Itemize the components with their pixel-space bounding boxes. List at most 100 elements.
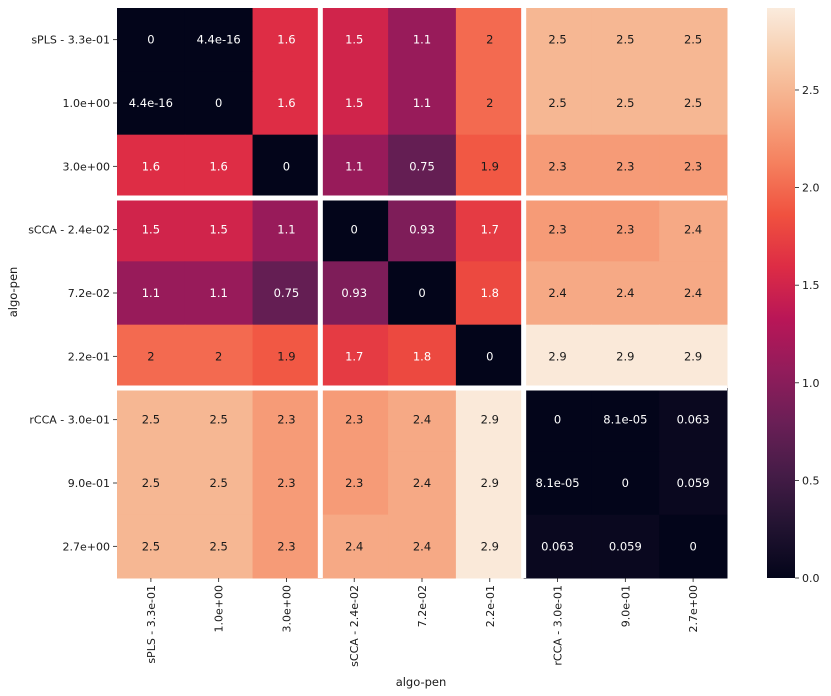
heatmap-cell-3-5 <box>455 198 525 262</box>
colorbar-tick-label: 0.0 <box>802 572 820 585</box>
cell-value-label: 1.8 <box>481 286 499 300</box>
colorbar-tick-label: 0.5 <box>802 474 820 487</box>
heatmap-cell-8-7 <box>591 514 660 579</box>
heatmap-cell-8-4 <box>388 514 457 579</box>
heatmap-cell-1-1 <box>184 71 254 136</box>
heatmap-cell-2-8 <box>659 134 728 199</box>
heatmap-cell-3-7 <box>591 198 660 262</box>
cell-value-label: 1.5 <box>345 33 363 47</box>
heatmap-cell-5-8 <box>659 324 728 389</box>
colorbar <box>767 8 795 578</box>
heatmap-cell-3-2 <box>252 198 321 262</box>
heatmap-cell-2-7 <box>591 134 660 199</box>
heatmap-cell-6-4 <box>388 388 457 452</box>
cell-value-label: 1.9 <box>481 159 499 173</box>
cell-value-label: 0 <box>147 33 154 47</box>
heatmap-cell-4-5 <box>455 261 525 326</box>
heatmap-cell-3-1 <box>184 198 254 262</box>
heatmap-cell-3-3 <box>320 198 389 262</box>
cell-value-label: 2.4 <box>413 413 431 427</box>
cell-value-label: 0 <box>418 286 425 300</box>
y-tick-label: 7.2e-02 <box>68 287 110 300</box>
cell-value-label: 2.9 <box>548 349 566 363</box>
heatmap-cell-7-1 <box>184 451 254 516</box>
heatmap-cell-2-2 <box>252 134 321 199</box>
cell-value-label: 2.4 <box>616 286 634 300</box>
cell-value-label: 2.9 <box>684 349 702 363</box>
cell-value-label: 2.3 <box>548 223 566 237</box>
heatmap-cell-7-4 <box>388 451 457 516</box>
cell-value-label: 1.6 <box>142 159 160 173</box>
cell-value-label: 2.9 <box>616 349 634 363</box>
heatmap-cell-3-6 <box>523 198 592 262</box>
heatmap-cell-0-8 <box>659 8 728 72</box>
colorbar-tick-label: 2.0 <box>802 182 820 195</box>
y-axis-title: algo-pen <box>6 267 20 318</box>
heatmap-cell-7-0 <box>117 451 186 516</box>
cell-value-label: 2.9 <box>481 539 499 553</box>
heatmap-cell-8-8 <box>659 514 728 579</box>
cell-value-label: 2.3 <box>616 223 634 237</box>
heatmap-cell-7-5 <box>455 451 525 516</box>
heatmap-cell-2-6 <box>523 134 592 199</box>
heatmap-cell-4-3 <box>320 261 389 326</box>
heatmap-cell-6-7 <box>591 388 660 452</box>
y-axis-ticks: sPLS - 3.3e-01 1.0e+00 3.0e+00 sCCA - 2.4e-… <box>28 34 117 553</box>
cell-value-label: 0 <box>486 349 493 363</box>
heatmap-cell-2-5 <box>455 134 525 199</box>
heatmap-cell-5-6 <box>523 324 592 389</box>
heatmap-cell-1-0 <box>117 71 186 136</box>
heatmap-cell-0-2 <box>252 8 321 72</box>
cell-value-label: 2.3 <box>277 539 295 553</box>
heatmap-cell-0-7 <box>591 8 660 72</box>
x-tick-label: 7.2e-02 <box>416 585 429 627</box>
cell-value-label: 0.063 <box>677 413 710 427</box>
heatmap-cell-5-3 <box>320 324 389 389</box>
heatmap-cell-4-8 <box>659 261 728 326</box>
cell-value-label: 2.5 <box>142 413 160 427</box>
cell-value-label: 1.6 <box>277 96 295 110</box>
cell-value-label: 2.4 <box>345 539 363 553</box>
cell-value-label: 0.059 <box>677 476 710 490</box>
cell-value-label: 0 <box>554 413 561 427</box>
cell-value-label: 0.063 <box>541 539 574 553</box>
heatmap-cell-1-7 <box>591 71 660 136</box>
cell-value-label: 0.059 <box>609 539 642 553</box>
heatmap-cell-5-7 <box>591 324 660 389</box>
x-tick-label: 2.7e+00 <box>687 585 700 632</box>
cell-value-label: 2.5 <box>616 33 634 47</box>
cell-value-label: 2.9 <box>481 476 499 490</box>
x-tick-label: sPLS - 3.3e-01 <box>145 585 158 664</box>
cell-value-label: 1.1 <box>277 223 295 237</box>
cell-value-label: 1.1 <box>142 286 160 300</box>
colorbar-tick-label: 1.5 <box>802 279 820 292</box>
cell-value-label: 1.1 <box>413 33 431 47</box>
heatmap-cell-7-3 <box>320 451 389 516</box>
heatmap-cell-8-5 <box>455 514 525 579</box>
heatmap-cell-8-3 <box>320 514 389 579</box>
heatmap-cell-5-1 <box>184 324 254 389</box>
heatmap-cells: 0 4.4e-16 1.6 1.5 1.1 2 2.5 2.5 2.5 4.4e-16 0 1.6 1.… <box>117 8 728 579</box>
heatmap-cell-7-6 <box>523 451 592 516</box>
x-axis-ticks: sPLS - 3.3e-01 1.0e+00 3.0e+00 sCCA - 2.4e-… <box>145 578 700 667</box>
heatmap-cell-1-8 <box>659 71 728 136</box>
heatmap-cell-8-2 <box>252 514 321 579</box>
heatmap-cell-6-3 <box>320 388 389 452</box>
y-tick-label: 2.7e+00 <box>63 540 110 553</box>
cell-value-label: 2.5 <box>142 476 160 490</box>
heatmap-cell-7-8 <box>659 451 728 516</box>
cell-value-label: 2.4 <box>684 223 702 237</box>
cell-value-label: 2.3 <box>684 159 702 173</box>
heatmap-cell-8-0 <box>117 514 186 579</box>
x-tick-label: 1.0e+00 <box>213 585 226 632</box>
cell-value-label: 2 <box>486 96 493 110</box>
y-tick-label: sPLS - 3.3e-01 <box>31 34 110 47</box>
cell-value-label: 2.5 <box>684 96 702 110</box>
cell-value-label: 2.3 <box>277 413 295 427</box>
heatmap-cell-4-7 <box>591 261 660 326</box>
cell-value-label: 1.7 <box>481 223 499 237</box>
group-separators <box>117 8 727 578</box>
heatmap-cell-4-0 <box>117 261 186 326</box>
colorbar-ticks: 0.0 0.5 1.0 1.5 2.0 2.5 <box>795 84 820 585</box>
